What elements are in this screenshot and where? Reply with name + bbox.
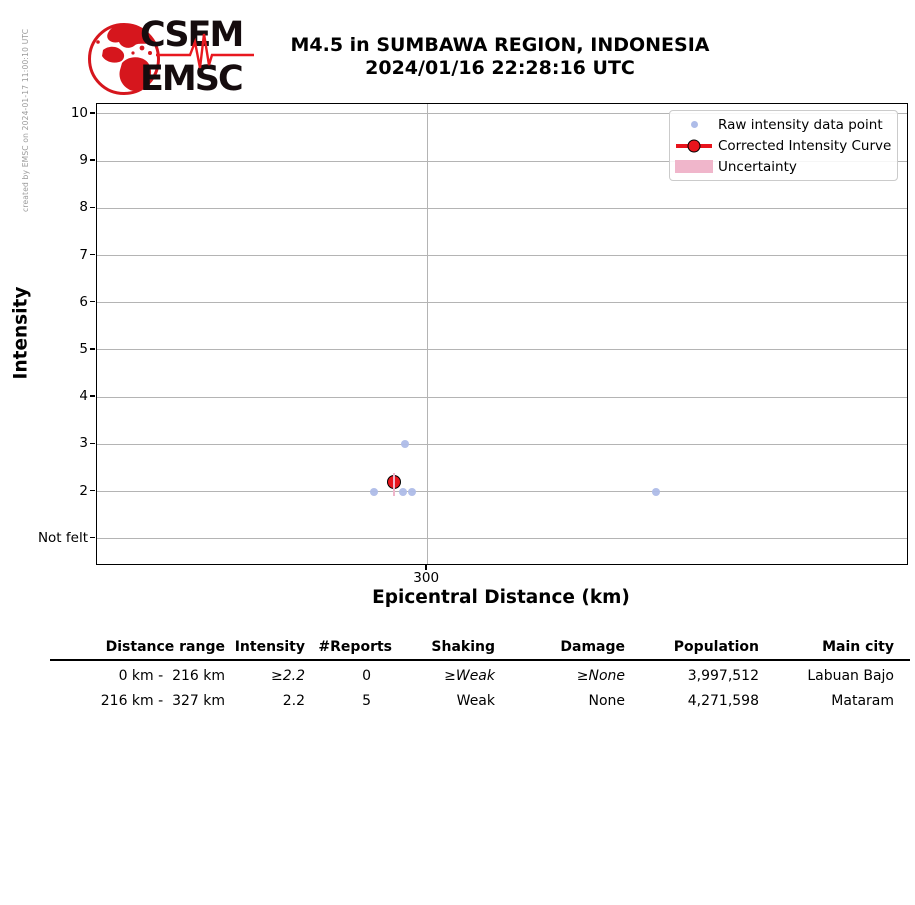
intensity-chart: Raw intensity data point Corrected Intens… [96,103,908,565]
table-header-row: Distance range Intensity #Reports Shaking Da… [50,639,910,661]
table-cell: 2.2 [282,693,305,709]
table-cell: 3,997,512 [687,668,759,684]
legend-entry: Uncertainty [670,156,897,177]
gridline-horizontal [97,443,907,445]
x-tick-mark [425,564,427,570]
y-tick-label: 6 [79,293,88,310]
gridline-horizontal [97,302,907,304]
y-tick-label: 5 [79,340,88,357]
table-header-cell: Main city [762,639,910,661]
table-row: 216 km - 327 km 2.2 5 Weak None 4,271,598 Mata… [50,686,910,711]
table-cell: Mataram [831,693,894,709]
legend-entry: Corrected Intensity Curve [670,135,897,156]
raw-point-icon [690,121,698,128]
seismogram-trace-icon [156,33,254,69]
legend-label: Raw intensity data point [718,116,883,133]
chart-legend: Raw intensity data point Corrected Intens… [669,110,898,181]
gridline-horizontal [97,255,907,256]
table-row: 0 km - 216 km ≥2.2 0 ≥Weak ≥None 3,997,512 Lab… [50,660,910,686]
y-tick-label: 3 [79,435,88,452]
legend-marker [670,121,718,128]
legend-entry: Raw intensity data point [670,114,897,135]
gridline-horizontal [97,160,907,162]
table-cell: ≥Weak [444,668,495,684]
gridline-horizontal [97,538,907,540]
legend-label: Uncertainty [718,158,797,175]
logo-emsc-text: EMSC [140,59,242,99]
y-tick-mark [90,159,95,161]
curve-line-icon [676,139,712,152]
y-tick-label: 8 [79,199,88,216]
curve-marker-icon [687,139,701,152]
table-cell: ≥2.2 [271,668,305,684]
y-tick-mark [90,253,95,256]
gridline-horizontal [97,207,907,209]
y-tick-mark [90,442,95,444]
gridline-vertical [426,104,428,564]
uncertainty-band [392,472,396,497]
gridline-horizontal [97,113,907,115]
y-tick-mark [90,537,95,539]
table-cell: ≥None [576,668,625,684]
y-axis-tick-labels: 10 9 8 7 6 5 4 3 2 Not felt [0,103,88,563]
table-cell: Weak [456,693,495,709]
x-tick-label: 300 [413,570,440,586]
legend-marker [670,139,718,152]
uncertainty-patch-icon [675,160,713,173]
x-axis-label: Epicentral Distance (km) [372,587,630,608]
title-line1: M4.5 in SUMBAWA REGION, INDONESIA [290,34,710,56]
table-cell: 4,271,598 [687,693,759,709]
gridline-horizontal [97,491,907,492]
gridline-horizontal [97,349,907,351]
page-title: M4.5 in SUMBAWA REGION, INDONESIA 2024/0… [150,34,850,80]
title-line2: 2024/01/16 22:28:16 UTC [365,57,635,79]
table-header-cell: Damage [498,639,628,661]
emsc-logo-svg: CSEM EMSC [88,15,254,99]
y-tick-mark [90,489,95,492]
table-cell: 0 km - 216 km [118,668,225,684]
legend-marker [670,160,718,173]
legend-label: Corrected Intensity Curve [718,137,892,154]
y-tick-label: 9 [79,152,88,169]
raw-data-point [398,487,407,496]
table-cell: 216 km - 327 km [100,693,225,709]
raw-data-point [401,440,410,449]
table-cell: 0 [362,668,371,684]
table-header-cell: #Reports [308,639,395,661]
raw-data-point [652,487,661,496]
table-header-cell: Intensity [228,639,308,661]
y-tick-mark [90,112,95,114]
y-tick-label: 7 [79,246,88,263]
y-tick-mark [90,348,95,350]
y-tick-label: 4 [79,388,88,405]
emsc-logo: CSEM EMSC [86,12,256,108]
y-tick-label: Not felt [37,529,88,546]
y-tick-mark [90,301,95,303]
table-header-cell: Population [628,639,762,661]
raw-data-point [407,487,416,496]
raw-data-point [370,487,379,496]
table-cell: 5 [362,693,371,709]
table-header-cell: Distance range [50,639,228,661]
table-header-cell: Shaking [395,639,498,661]
y-tick-mark [90,395,95,397]
gridline-horizontal [97,396,907,398]
table-cell: Labuan Bajo [807,668,894,684]
y-tick-mark [90,206,95,208]
table-cell: None [588,693,625,709]
impact-table: Distance range Intensity #Reports Shaking Da… [50,639,910,711]
y-tick-label: 2 [79,482,88,499]
y-tick-label: 10 [70,104,88,121]
